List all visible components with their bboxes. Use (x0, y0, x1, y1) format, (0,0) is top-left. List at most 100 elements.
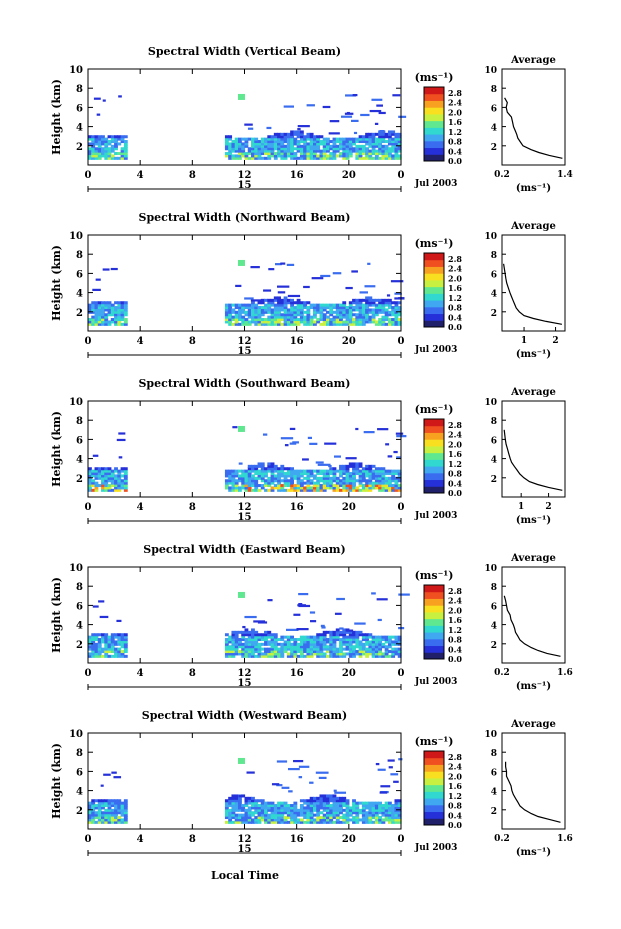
heatmap-cell (345, 804, 350, 808)
heatmap-cell (270, 804, 275, 808)
heatmap-cell (374, 144, 379, 148)
heatmap-cell (280, 820, 285, 824)
heatmap-cell (358, 303, 363, 307)
average-title: Average (510, 553, 556, 564)
heatmap-cell (267, 322, 272, 326)
heatmap-cell (120, 481, 125, 485)
heatmap-cell (378, 140, 383, 144)
heatmap-cell (280, 464, 285, 468)
heatmap-cell (123, 820, 128, 824)
heatmap-cell (283, 818, 288, 822)
heatmap-cell (371, 135, 376, 139)
heatmap-cell (326, 481, 330, 485)
heatmap-cell (228, 647, 233, 651)
colorbar-tick-label: 1.2 (448, 127, 462, 137)
heatmap-cell (303, 801, 308, 805)
heatmap-cell (270, 140, 275, 144)
heatmap-cell (280, 147, 285, 151)
heatmap-cell (273, 476, 278, 480)
heatmap-cell (329, 808, 334, 812)
heatmap-cell (237, 308, 242, 312)
heatmap-cell (97, 806, 102, 810)
heatmap-cell (88, 481, 92, 485)
heatmap-cell (397, 808, 402, 812)
heatmap-cell (342, 486, 347, 490)
heatmap-cell (224, 308, 229, 312)
heatmap-cell (387, 813, 392, 817)
heatmap-cell (293, 650, 298, 654)
heatmap-cell (387, 486, 392, 490)
heatmap-cell (374, 801, 379, 805)
heatmap-cell (228, 811, 233, 815)
heatmap-cell (296, 654, 301, 658)
heatmap-cell (104, 140, 109, 144)
heatmap-cell (123, 799, 128, 803)
heatmap-cell (371, 811, 376, 815)
heatmap-cell (391, 486, 396, 490)
heatmap-cell (352, 308, 356, 312)
heatmap-cell (378, 479, 383, 483)
heatmap-cell (270, 144, 275, 148)
heatmap-cell (114, 140, 118, 144)
heatmap-cell (384, 818, 389, 822)
heatmap-cell (394, 137, 399, 141)
heatmap-cell (270, 152, 275, 156)
heatmap-cell (241, 481, 246, 485)
heatmap-cell (361, 818, 366, 822)
heatmap-cell (335, 801, 340, 805)
heatmap-cell (397, 650, 402, 654)
heatmap-cell (237, 486, 242, 490)
heatmap-cell (244, 484, 249, 488)
heatmap-cell (348, 313, 353, 317)
heatmap-cell (117, 476, 122, 480)
heatmap-cell (322, 654, 327, 658)
heatmap-cell (247, 630, 252, 634)
heatmap-cell (237, 315, 242, 319)
heatmap-cell (365, 818, 369, 822)
heatmap-cell (110, 638, 115, 642)
heatmap-cell (384, 308, 389, 312)
heatmap-cell (306, 652, 311, 656)
heatmap-cell (342, 796, 347, 800)
heatmap-cell (319, 806, 324, 810)
heatmap-cell (394, 322, 399, 326)
heatmap-cell (303, 488, 308, 492)
heatmap-cell (120, 486, 125, 490)
heatmap-cell (267, 152, 272, 156)
y-tick-label: 10 (69, 563, 83, 574)
heatmap-cell (254, 320, 259, 324)
heatmap-cell (293, 642, 298, 646)
colorbar-tick-label: 1.2 (448, 625, 462, 635)
heatmap-cell (391, 156, 396, 160)
heatmap-cell (371, 813, 376, 817)
heatmap-cell (260, 467, 265, 471)
heatmap-cell (319, 149, 324, 153)
heatmap-cell (114, 818, 118, 822)
heatmap-cell (234, 315, 239, 319)
heatmap-cell (329, 811, 334, 815)
heatmap-cell (120, 156, 125, 160)
heatmap-cell (123, 806, 128, 810)
heatmap-cell (290, 818, 295, 822)
heatmap-cell (296, 481, 301, 485)
heatmap-cell (339, 816, 343, 820)
heatmap-cell (299, 315, 304, 319)
heatmap-cell (101, 472, 105, 476)
heatmap-cell (283, 301, 288, 305)
heatmap-cell (91, 645, 96, 649)
y-tick-label: 6 (76, 767, 83, 778)
heatmap-cell (378, 322, 383, 326)
heatmap-cell (286, 474, 291, 478)
heatmap-cell (368, 310, 373, 314)
heatmap-cell (107, 808, 112, 812)
heatmap-cell (254, 804, 259, 808)
heatmap-cell (273, 650, 278, 654)
heatmap-cell (110, 313, 115, 317)
average-y-tick-label: 4 (491, 788, 497, 798)
heatmap-cell (297, 125, 310, 128)
heatmap-cell (378, 808, 383, 812)
heatmap-cell (247, 474, 252, 478)
heatmap-cell (397, 142, 402, 146)
heatmap-cell (329, 320, 334, 324)
